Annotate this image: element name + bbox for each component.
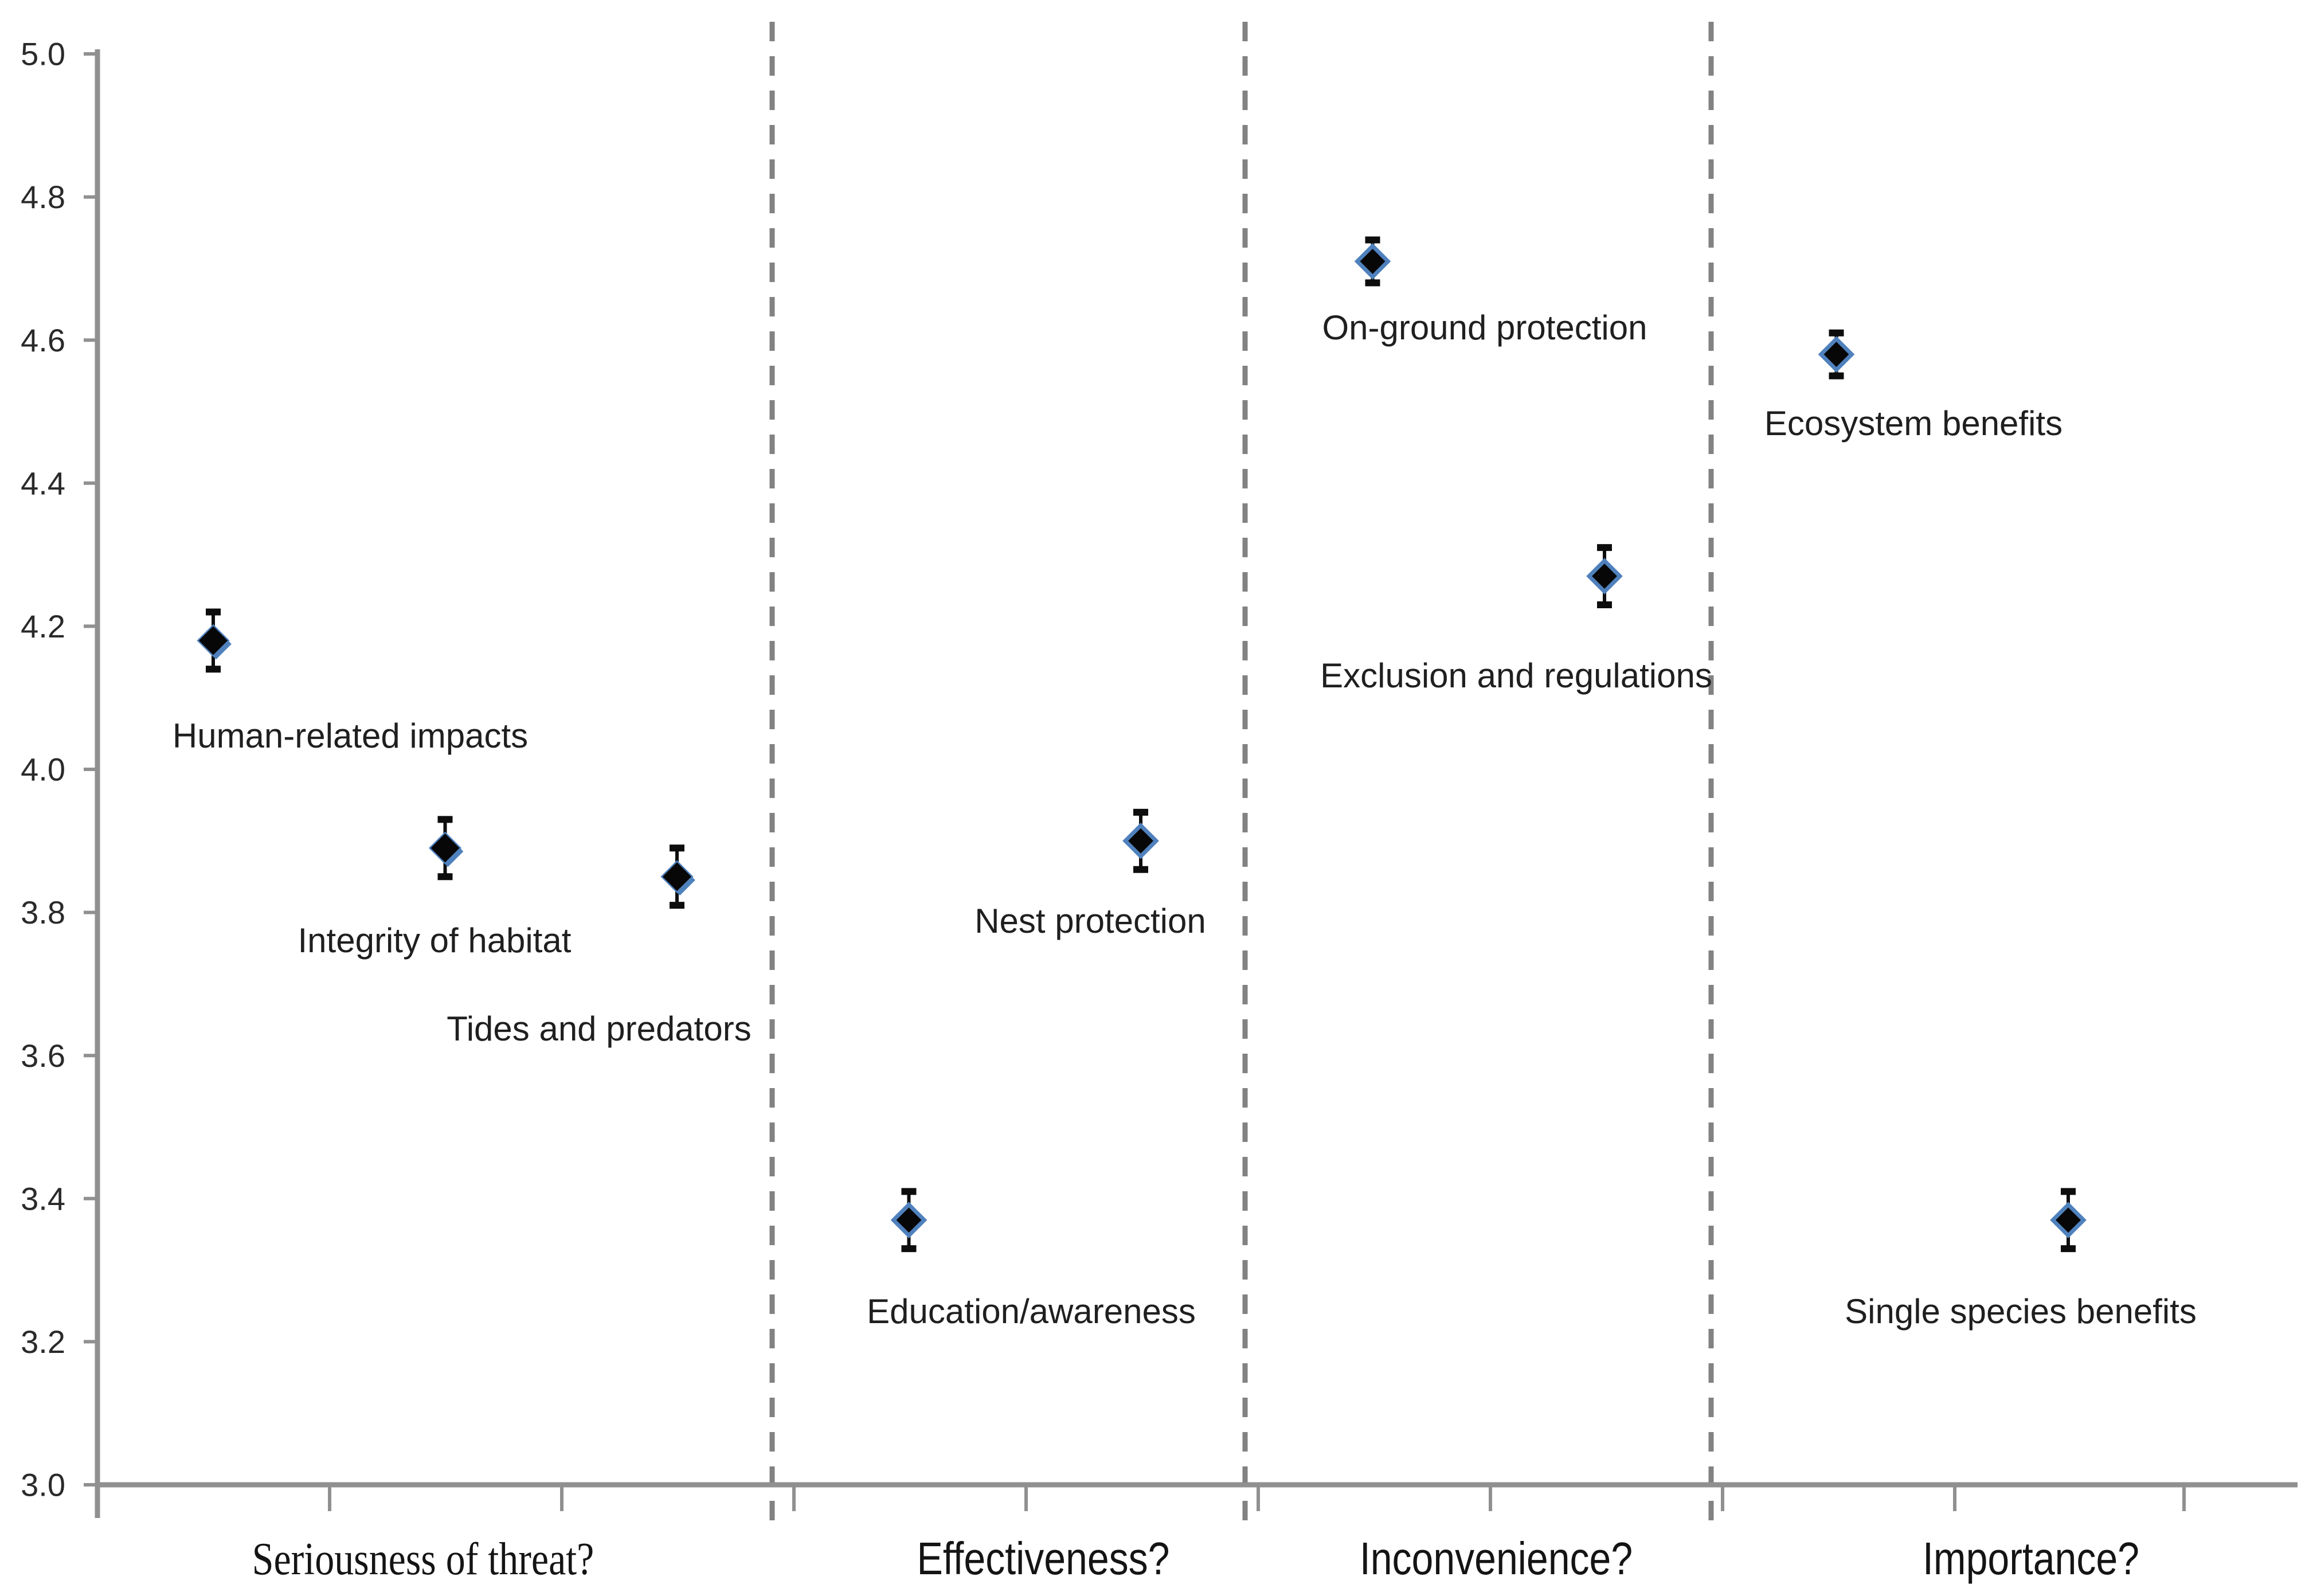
data-point: Nest protection bbox=[975, 808, 1206, 940]
diamond-marker bbox=[1586, 558, 1623, 594]
x-axis-section-label: Seriousness of threat? bbox=[252, 1534, 594, 1585]
y-axis-tick-label: 4.6 bbox=[21, 322, 65, 358]
y-axis-tick-label: 4.2 bbox=[21, 608, 65, 644]
diamond-marker bbox=[1354, 243, 1391, 280]
data-point-label: Education/awareness bbox=[867, 1292, 1196, 1331]
data-point-label: Integrity of habitat bbox=[298, 921, 572, 960]
data-point: Exclusion and regulations bbox=[1320, 544, 1712, 695]
data-point: Integrity of habitat bbox=[298, 816, 572, 960]
data-point: Human-related impacts bbox=[173, 608, 528, 755]
y-axis-tick-label: 3.0 bbox=[21, 1467, 65, 1503]
x-axis-section-label: Inconvenience? bbox=[1360, 1533, 1633, 1584]
data-point: Education/awareness bbox=[867, 1188, 1196, 1331]
x-axis-section-label: Importance? bbox=[1923, 1533, 2139, 1584]
diamond-marker bbox=[890, 1202, 927, 1239]
data-point: Ecosystem benefits bbox=[1764, 329, 2063, 443]
diamond-marker bbox=[197, 624, 230, 657]
x-axis-section-label: Effectiveness? bbox=[917, 1533, 1170, 1584]
data-point: Tides and predators bbox=[447, 844, 752, 1048]
y-axis-tick-label: 4.0 bbox=[21, 752, 65, 788]
y-axis-tick-label: 3.4 bbox=[21, 1180, 65, 1216]
data-point-label: Human-related impacts bbox=[173, 717, 528, 755]
data-point: On-ground protection bbox=[1322, 236, 1647, 347]
y-axis-tick-label: 3.8 bbox=[21, 894, 65, 930]
y-axis-tick-label: 4.8 bbox=[21, 179, 65, 215]
data-point-label: Ecosystem benefits bbox=[1764, 404, 2063, 443]
data-point-label: Exclusion and regulations bbox=[1320, 656, 1712, 695]
y-axis-tick-label: 5.0 bbox=[21, 36, 65, 72]
diamond-marker bbox=[1122, 822, 1159, 859]
data-point: Single species benefits bbox=[1845, 1188, 2197, 1331]
diamond-marker bbox=[2050, 1202, 2087, 1239]
data-point-label: Tides and predators bbox=[447, 1010, 751, 1048]
diamond-marker bbox=[660, 860, 694, 893]
data-point-label: On-ground protection bbox=[1322, 308, 1647, 347]
y-axis-tick-label: 3.6 bbox=[21, 1038, 65, 1074]
diamond-marker bbox=[428, 831, 462, 864]
data-point-label: Single species benefits bbox=[1845, 1292, 2197, 1331]
data-point-label: Nest protection bbox=[975, 902, 1206, 940]
y-axis-tick-label: 3.2 bbox=[21, 1324, 65, 1360]
y-axis-tick-label: 4.4 bbox=[21, 465, 65, 501]
diamond-marker bbox=[1818, 336, 1855, 373]
